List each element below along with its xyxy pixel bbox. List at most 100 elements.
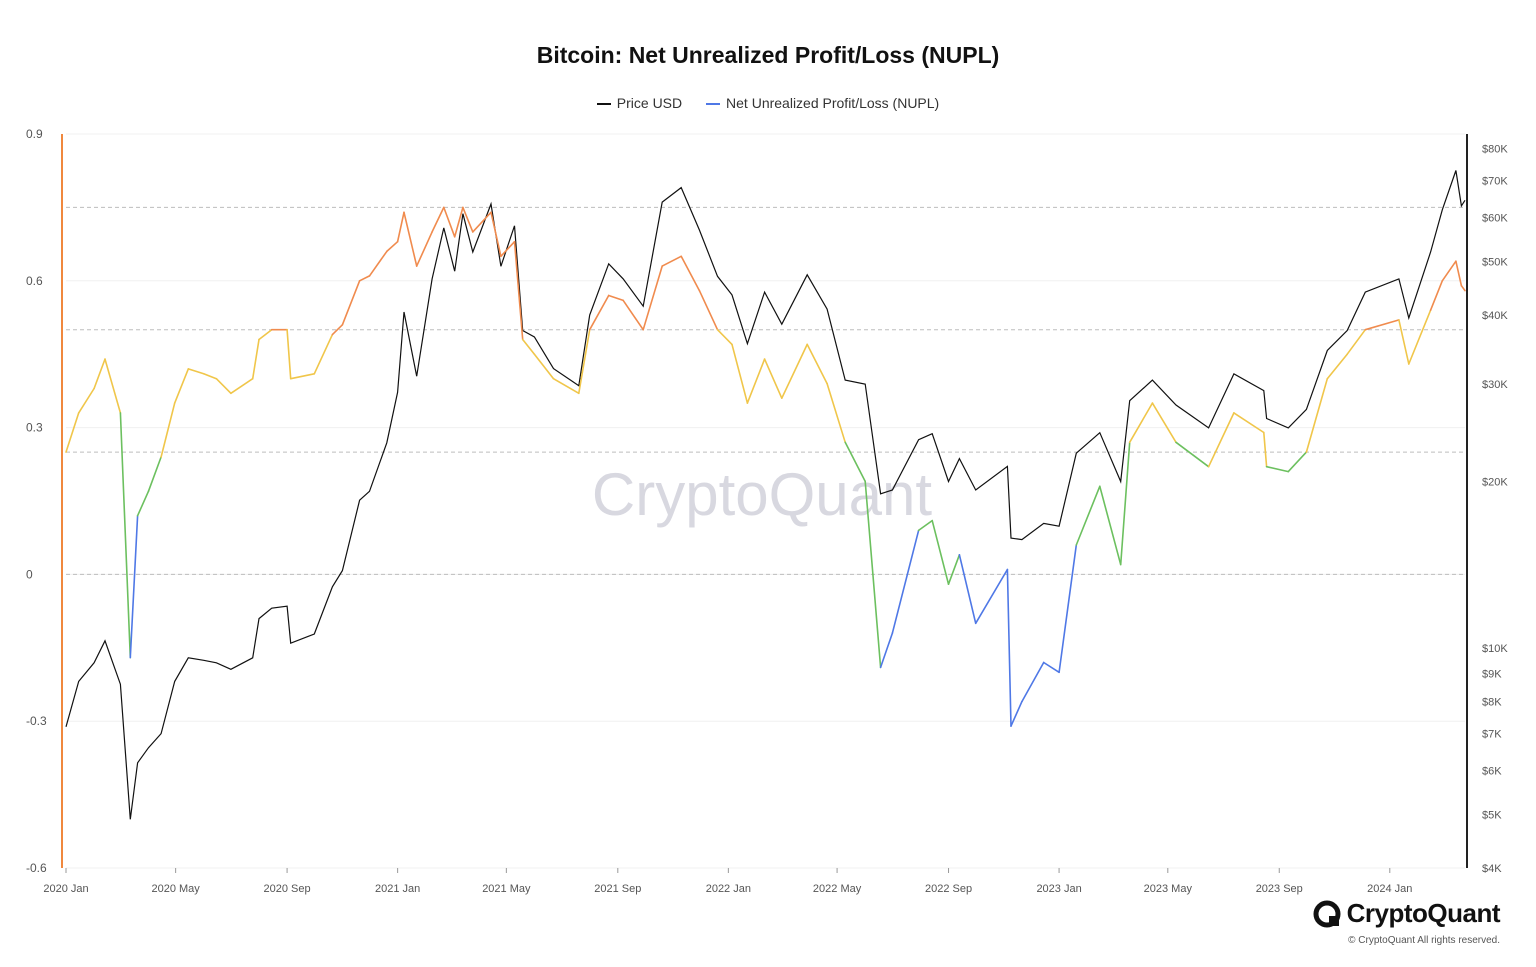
copyright-text: © CryptoQuant All rights reserved. bbox=[1348, 935, 1500, 946]
series-segment-nupl bbox=[1021, 661, 1045, 703]
series-segment-nupl bbox=[500, 240, 516, 258]
series-segment-nupl bbox=[471, 211, 492, 233]
x-tick-label: 2020 Sep bbox=[264, 883, 311, 895]
series-segment-nupl bbox=[958, 553, 977, 625]
cryptoquant-logo-icon bbox=[1313, 900, 1341, 928]
series-segment-nupl bbox=[453, 206, 464, 238]
legend-label-price: Price USD bbox=[616, 95, 683, 111]
series-segment-nupl bbox=[780, 343, 809, 400]
series-segment-nupl bbox=[442, 206, 456, 238]
x-tick-label: 2022 Sep bbox=[925, 883, 972, 895]
x-tick-label: 2020 Jan bbox=[43, 883, 88, 895]
y-right-tick-label: $7K bbox=[1482, 729, 1502, 741]
series-segment-nupl bbox=[415, 231, 433, 267]
series-segment-nupl bbox=[844, 441, 867, 483]
x-tick-label: 2023 Jan bbox=[1036, 883, 1081, 895]
y-right-tick-label: $20K bbox=[1482, 476, 1508, 488]
series-segment-nupl bbox=[202, 372, 218, 380]
chart-title: Bitcoin: Net Unrealized Profit/Loss (NUP… bbox=[536, 42, 1000, 68]
series-segment-nupl bbox=[698, 289, 719, 331]
series-segment-nupl bbox=[258, 328, 273, 341]
series-segment-nupl bbox=[864, 480, 882, 669]
series-segment-nupl bbox=[1175, 441, 1210, 468]
series-segment-nupl bbox=[1075, 485, 1101, 546]
series-segment-nupl bbox=[1058, 544, 1078, 674]
series-segment-nupl bbox=[65, 412, 80, 453]
series-segment-nupl bbox=[462, 206, 474, 233]
series-segment-nupl bbox=[521, 338, 536, 356]
series-segment-nupl bbox=[1364, 319, 1400, 331]
series-segment-nupl bbox=[746, 358, 766, 404]
x-tick-label: 2024 Jan bbox=[1367, 883, 1412, 895]
legend-item-price[interactable]: Price USD bbox=[596, 95, 683, 111]
series-segment-nupl bbox=[1010, 700, 1023, 727]
y-right-tick-label: $40K bbox=[1482, 310, 1508, 322]
series-segment-nupl bbox=[215, 377, 232, 395]
y-left-tick-label: -0.6 bbox=[26, 861, 47, 875]
series-segment-nupl bbox=[396, 211, 405, 243]
y-right-tick-label: $5K bbox=[1482, 809, 1502, 821]
series-segment-nupl bbox=[187, 368, 205, 375]
x-tick-label: 2020 May bbox=[151, 883, 200, 895]
series-segment-nupl bbox=[891, 529, 920, 634]
x-tick-label: 2023 May bbox=[1144, 883, 1193, 895]
series-segment-nupl bbox=[1305, 377, 1329, 453]
y-right-tick-label: $70K bbox=[1482, 176, 1508, 188]
x-tick-label: 2021 May bbox=[482, 883, 531, 895]
y-left-tick-label: 0.6 bbox=[26, 274, 43, 288]
series-segment-nupl bbox=[1326, 353, 1348, 380]
brand-logo: CryptoQuant bbox=[1313, 898, 1501, 929]
series-segment-nupl bbox=[1460, 284, 1466, 292]
series-segment-nupl bbox=[1441, 260, 1457, 282]
series-segment-nupl bbox=[622, 299, 645, 331]
series-segment-nupl bbox=[136, 490, 150, 517]
series-segment-nupl bbox=[1455, 260, 1463, 287]
y-right-tick-label: $50K bbox=[1482, 256, 1508, 268]
series-segment-nupl bbox=[490, 211, 502, 258]
y-right-tick-label: $10K bbox=[1482, 643, 1508, 655]
legend-swatch-nupl bbox=[706, 103, 721, 106]
series-segment-nupl bbox=[577, 328, 591, 395]
series-segment-nupl bbox=[1263, 431, 1268, 468]
series-segment-nupl bbox=[1006, 568, 1012, 727]
legend-item-nupl[interactable]: Net Unrealized Profit/Loss (NUPL) bbox=[706, 95, 939, 111]
series-segment-nupl bbox=[1429, 279, 1444, 312]
legend: Price USD Net Unrealized Profit/Loss (NU… bbox=[0, 95, 1536, 111]
series-segment-nupl bbox=[1265, 465, 1290, 473]
series-segment-nupl bbox=[230, 377, 254, 395]
y-left-tick-label: -0.3 bbox=[26, 714, 47, 728]
y-right-tick-label: $9K bbox=[1482, 668, 1502, 680]
y-right-tick-label: $60K bbox=[1482, 213, 1508, 225]
series-segment-nupl bbox=[806, 343, 828, 385]
series-segment-nupl bbox=[173, 368, 190, 404]
series-segment-nupl bbox=[313, 333, 334, 375]
series-segment-nupl bbox=[931, 519, 950, 586]
series-segment-nupl bbox=[119, 412, 132, 659]
series-segment-nupl bbox=[1287, 451, 1308, 473]
series-segment-nupl bbox=[731, 343, 749, 404]
y-right-tick-label: $30K bbox=[1482, 379, 1508, 391]
series-segment-nupl bbox=[289, 372, 316, 380]
series-segment-nupl bbox=[93, 358, 106, 390]
series-segment-nupl bbox=[947, 553, 961, 586]
legend-swatch-price bbox=[596, 103, 611, 106]
series-segment-nupl bbox=[1151, 402, 1177, 444]
series-segment-nupl bbox=[286, 328, 292, 380]
series-segment-nupl bbox=[642, 265, 664, 331]
series-segment-nupl bbox=[1346, 328, 1367, 356]
series-segment-nupl bbox=[533, 353, 555, 380]
series-segment-nupl bbox=[552, 377, 580, 395]
series-segment-nupl bbox=[588, 294, 610, 331]
series-segment-nupl bbox=[607, 294, 625, 302]
series-segment-nupl bbox=[385, 240, 399, 253]
series-segment-nupl bbox=[917, 519, 934, 532]
y-right-tick-label: $80K bbox=[1482, 144, 1508, 156]
x-tick-label: 2021 Jan bbox=[375, 883, 420, 895]
y-right-tick-label: $8K bbox=[1482, 697, 1502, 709]
series-segment-nupl bbox=[1233, 412, 1265, 434]
series-segment-nupl bbox=[1207, 412, 1235, 468]
series-segment-nupl bbox=[826, 382, 847, 444]
series-segment-nupl bbox=[763, 358, 783, 400]
series-segment-nupl bbox=[129, 514, 139, 659]
